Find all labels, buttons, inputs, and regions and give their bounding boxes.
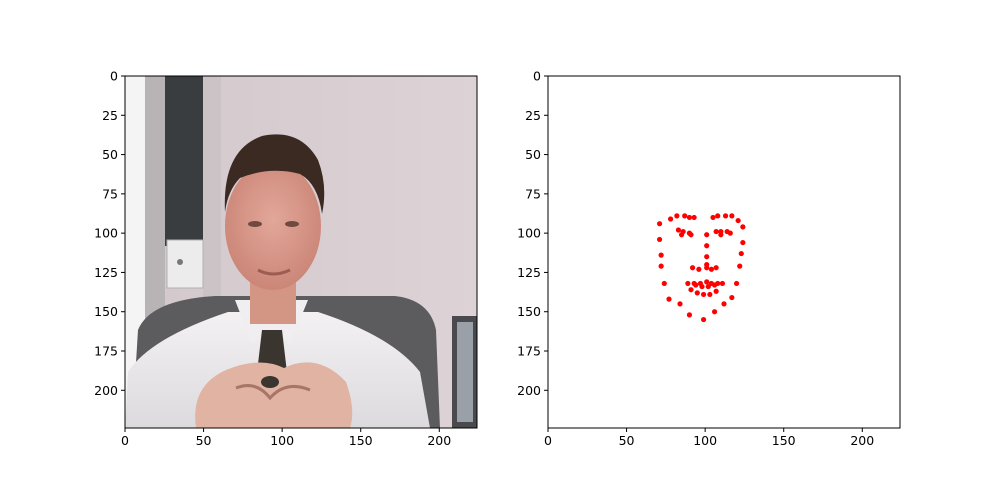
landmark-x-tick-label: 150: [772, 433, 796, 448]
landmark-x-tick-label: 100: [693, 433, 717, 448]
landmark-point: [693, 282, 699, 288]
landmark-point: [707, 291, 713, 298]
landmark-y-tick-label: 25: [525, 108, 541, 123]
landmark-point: [722, 213, 729, 219]
landmark-point: [718, 232, 724, 238]
landmark-point: [678, 232, 685, 238]
landmark-point: [661, 280, 667, 287]
landmark-point: [682, 213, 688, 219]
photo-y-tick-label: 150: [94, 304, 118, 319]
landmark-point: [713, 228, 719, 235]
landmark-panel: 0 50 100 150 200 0 25 50 75 100 125 150 175 200: [517, 69, 901, 449]
landmark-point: [711, 309, 718, 315]
landmark-axes-background: [548, 76, 900, 428]
landmark-axes-frame: [547, 75, 901, 429]
landmark-point: [729, 213, 735, 219]
photo-x-tick-label: 150: [349, 433, 373, 448]
landmark-point: [710, 214, 716, 221]
landmark-point: [689, 265, 696, 271]
landmark-point: [704, 279, 710, 285]
landmark-point: [740, 239, 746, 246]
landmark-y-tick-label: 0: [533, 69, 541, 84]
face-photo: [125, 76, 477, 428]
landmark-point: [738, 250, 744, 257]
landmark-point: [677, 301, 683, 307]
landmark-x-tick-label: 0: [544, 433, 552, 448]
landmark-y-tick-label: 150: [517, 304, 541, 319]
photo-y-tick-label: 175: [94, 344, 118, 359]
landmark-point: [699, 283, 705, 290]
landmark-point: [705, 283, 711, 290]
landmark-x-tick-label: 50: [619, 433, 635, 448]
landmark-point: [719, 280, 726, 287]
photo-x-tick-label: 0: [121, 433, 129, 448]
photo-y-tick-label: 25: [102, 108, 118, 123]
landmark-point: [656, 236, 663, 243]
landmark-y-tick-label: 75: [525, 186, 541, 201]
landmark-point: [658, 252, 664, 258]
landmark-point: [658, 263, 664, 269]
photo-x-tick-label: 200: [427, 433, 451, 448]
landmark-point: [704, 265, 710, 271]
landmark-y-tick-label: 50: [525, 147, 541, 162]
photo-y-tick-label: 125: [94, 265, 118, 280]
landmark-point: [675, 227, 682, 233]
photo-panel: 0 50 100 150 200 0 25 50 75 100 125 150 175 200: [94, 69, 478, 449]
landmark-point: [686, 214, 693, 221]
landmark-point: [735, 217, 741, 224]
landmark-point: [691, 214, 697, 221]
landmark-y-tick-label: 100: [517, 226, 541, 241]
photo-y-tick-label: 75: [102, 186, 118, 201]
photo-x-tick-label: 50: [196, 433, 212, 448]
photo-x-tick-label: 100: [270, 433, 294, 448]
photo-y-tick-label: 100: [94, 226, 118, 241]
landmark-point: [733, 280, 740, 287]
landmark-point: [700, 316, 707, 323]
landmark-point: [711, 282, 718, 288]
landmark-point: [674, 213, 680, 219]
photo-y-tick-label: 50: [102, 147, 118, 162]
landmark-point: [656, 221, 663, 227]
landmark-points: [656, 213, 746, 323]
landmark-x-tick-label: 200: [850, 433, 874, 448]
landmark-y-tick-label: 125: [517, 265, 541, 280]
landmark-point: [688, 287, 694, 293]
landmark-point: [715, 213, 721, 219]
landmark-point: [713, 265, 719, 271]
landmark-point: [685, 280, 691, 287]
photo-axes-frame: [124, 75, 478, 429]
photo-axis-ticks: 0 50 100 150 200 0 25 50 75 100 125 150 175 200: [94, 69, 451, 449]
landmark-point: [686, 312, 693, 318]
landmark-point: [666, 296, 672, 302]
landmark-point: [667, 216, 674, 222]
landmark-point: [721, 301, 727, 307]
landmark-point: [704, 243, 710, 249]
landmark-y-tick-label: 200: [517, 383, 541, 398]
landmark-point: [704, 232, 710, 238]
landmark-y-tick-label: 175: [517, 344, 541, 359]
landmark-point: [704, 254, 710, 260]
photo-y-tick-label: 0: [110, 69, 118, 84]
landmark-point: [708, 266, 715, 272]
landmark-point: [729, 294, 735, 301]
landmark-point: [740, 224, 746, 230]
landmark-point: [737, 263, 743, 269]
landmark-axis-ticks: 0 50 100 150 200 0 25 50 75 100 125 150 175 200: [517, 69, 874, 449]
landmark-point: [700, 291, 707, 298]
photo-y-tick-label: 200: [94, 383, 118, 398]
landmark-point: [696, 266, 702, 272]
landmark-point: [688, 232, 694, 238]
landmark-point: [727, 230, 733, 236]
landmark-point: [713, 288, 719, 294]
landmark-point: [694, 290, 700, 296]
